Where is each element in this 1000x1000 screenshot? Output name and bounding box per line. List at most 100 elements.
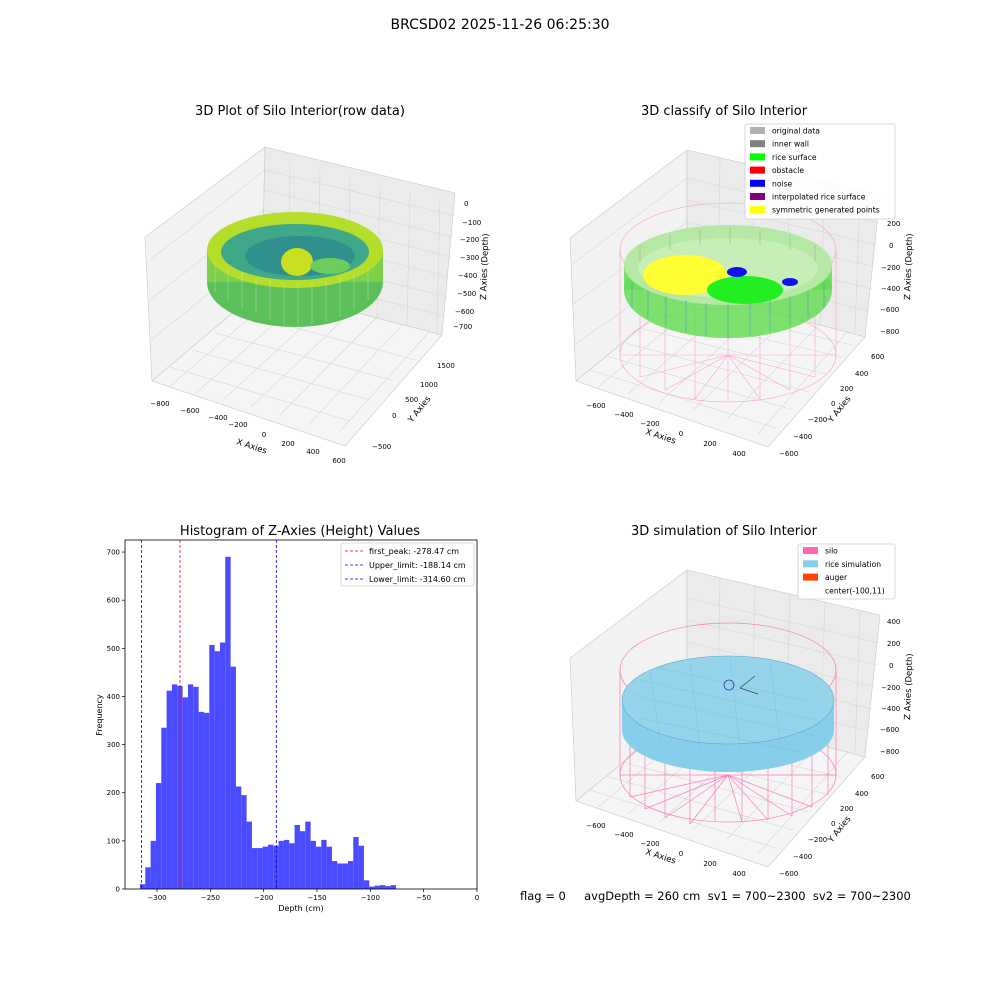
legend-label: silo (825, 547, 838, 556)
legend-swatch (750, 153, 765, 161)
histogram-bar (347, 861, 354, 889)
raw-ztick: 0 (464, 200, 468, 208)
histogram-bar (299, 831, 306, 889)
legend-label: rice simulation (825, 560, 881, 569)
histogram-bar (331, 861, 338, 889)
raw-xtick: −200 (228, 421, 247, 429)
histogram-bar (193, 686, 199, 889)
raw-ytick: −500 (372, 443, 391, 451)
legend-swatch (750, 140, 765, 148)
histogram-bar (198, 711, 204, 889)
histogram-bar (278, 840, 284, 889)
histogram-bar (203, 712, 210, 889)
legend-label: Upper_limit: -188.14 cm (369, 561, 466, 570)
histogram-bar (251, 848, 258, 889)
classify-zlabel: Z Axies (Depth) (903, 233, 915, 300)
classify-plot-title: 3D classify of Silo Interior (640, 104, 808, 119)
histogram-bar (145, 867, 151, 889)
histogram-bar (155, 783, 162, 889)
raw-ztick: −200 (460, 236, 479, 244)
histogram-ytick-label: 300 (107, 741, 120, 749)
histogram-bar (214, 651, 220, 889)
simulation-zlabel: Z Axies (Depth) (903, 653, 915, 720)
simulation-xtick: −200 (640, 840, 659, 848)
raw-zlabel: Z Axies (Depth) (479, 233, 491, 300)
histogram-bar (166, 690, 172, 889)
simulation-ylabel: Y Axies (826, 814, 854, 846)
histogram-ytick-label: 400 (107, 693, 120, 701)
legend-label: noise (772, 179, 793, 188)
classify-xtick: 0 (679, 430, 683, 438)
histogram-ytick-label: 200 (107, 789, 120, 797)
simulation-rice-surface (621, 655, 835, 772)
simulation-ytick: 200 (840, 805, 853, 813)
legend-label: original data (772, 127, 820, 136)
histogram-ytick-label: 100 (107, 837, 120, 845)
simulation-legend: silo rice simulation auger center(-100,11) (797, 543, 896, 600)
legend-label: auger (825, 573, 848, 582)
histogram-bar (241, 795, 247, 889)
raw-ztick: −500 (457, 290, 476, 298)
histogram-bar (171, 684, 178, 889)
histogram-bar (310, 840, 316, 889)
classify-ztick: 0 (889, 242, 893, 250)
simulation-ztick: 200 (887, 640, 900, 648)
histogram-bar (209, 644, 215, 889)
histogram-bar (374, 885, 380, 889)
classify-ztick: 200 (887, 220, 900, 228)
raw-ztick: −600 (455, 308, 474, 316)
simulation-ytick: −200 (808, 836, 827, 844)
histogram-bar (225, 556, 231, 889)
raw-ztick: −300 (460, 254, 479, 262)
histogram-title: Histogram of Z-Axies (Height) Values (179, 524, 421, 539)
raw-xtick: −800 (150, 400, 169, 408)
classify-legend: original data inner wall rice surface obsta… (744, 123, 896, 220)
histogram-xtick-label: −150 (307, 894, 326, 902)
simulation-ztick: 400 (887, 618, 900, 626)
figure-title: BRCSD02 2025-11-26 06:25:30 (390, 17, 610, 33)
legend-swatch (803, 573, 818, 581)
legend-swatch (750, 193, 765, 200)
histogram-bar (363, 880, 370, 889)
histogram-bar (353, 837, 359, 889)
raw-surface-points (207, 212, 383, 327)
histogram-bar (385, 886, 391, 889)
raw-ztick: −100 (462, 219, 481, 227)
classify-ztick: −600 (880, 306, 899, 314)
histogram-bar (305, 821, 311, 889)
histogram-bar (150, 840, 156, 889)
histogram-legend: first_peak: -278.47 cm Upper_limit: -188.… (340, 542, 475, 587)
raw-plot-title: 3D Plot of Silo Interior(row data) (195, 104, 405, 119)
histogram-bar (342, 863, 348, 889)
simulation-xtick: 0 (679, 850, 683, 858)
raw-xtick: 400 (306, 448, 319, 456)
histogram-xtick-label: 0 (475, 894, 479, 902)
raw-ytick: 500 (405, 396, 418, 404)
simulation-ztick: −400 (881, 705, 900, 713)
legend-label: obstacle (772, 166, 804, 175)
simulation-xtick: 400 (732, 870, 745, 878)
histogram-ytick-label: 600 (107, 597, 120, 605)
histogram-bar (337, 863, 343, 889)
classify-points (624, 225, 832, 338)
classify-ytick: 200 (840, 385, 853, 393)
histogram-bar (390, 885, 396, 889)
histogram-ytick-label: 0 (116, 886, 120, 894)
simulation-ytick: 600 (871, 773, 884, 781)
raw-ytick: 0 (392, 412, 396, 420)
legend-swatch (750, 166, 765, 174)
raw-xtick: 600 (332, 457, 345, 465)
classify-xtick: −200 (640, 420, 659, 428)
classify-xtick: −400 (614, 411, 633, 419)
histogram-ytick-label: 500 (107, 645, 120, 653)
histogram-bar (235, 786, 242, 889)
raw-xtick: −600 (180, 407, 199, 415)
histogram-bar (257, 848, 263, 889)
histogram-bar (315, 846, 322, 889)
legend-swatch (750, 127, 765, 134)
simulation-ytick: −400 (793, 853, 812, 861)
